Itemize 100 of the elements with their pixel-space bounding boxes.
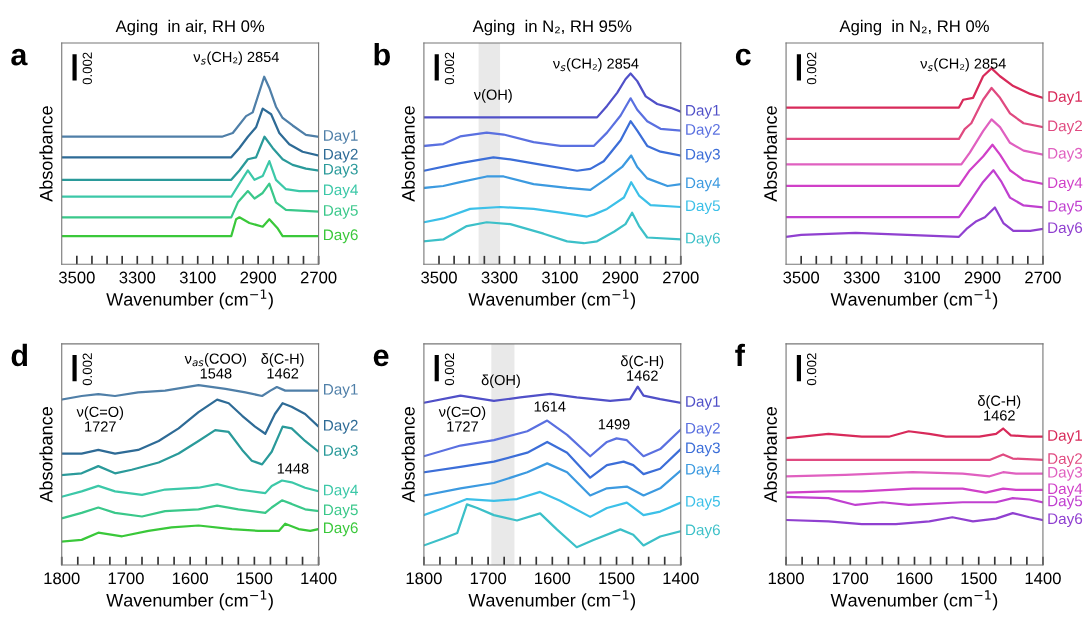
x-tick-label: 2700: [663, 271, 699, 284]
series-label: Day1: [324, 384, 358, 398]
x-tick-label: 1400: [1025, 572, 1061, 585]
series-label: Day6: [324, 229, 358, 244]
x-tick-label: 3100: [179, 271, 216, 284]
series-label: Day2: [324, 419, 358, 434]
series-label: Day6: [686, 232, 720, 247]
annotation: 1499: [598, 419, 630, 430]
x-tick-label: 3300: [119, 271, 156, 284]
chart-title: Aging in N₂, RH 0%: [839, 19, 989, 36]
x-tick-label: 1800: [406, 572, 442, 585]
series-label: Day1: [686, 105, 720, 119]
annotation: ν(C=O) 1727: [76, 406, 124, 432]
text: b: [374, 42, 390, 66]
x-tick-label: 2700: [1025, 271, 1061, 284]
x-axis-title: Wavenumber (cm$^{−1}$): [468, 289, 636, 310]
chart-title: Aging in air, RH 0%: [115, 19, 265, 36]
text: δ(C-H) 1462: [620, 355, 664, 381]
y-axis-title: Absorbance: [39, 106, 53, 202]
x-axis-title: Wavenumber (cm$^{−1}$): [106, 590, 273, 611]
series-label: Day4: [686, 463, 721, 478]
x-tick-label: 3500: [783, 271, 820, 284]
series-label: Day5: [686, 496, 720, 510]
series-label: Day5: [324, 504, 358, 519]
text: ν$_{s}$(CH₂) 2854: [193, 51, 279, 65]
x-tick-label: 3500: [58, 271, 95, 284]
series-label: Day4: [1048, 483, 1083, 498]
series-label: Day3: [1048, 147, 1083, 162]
x-tick-label: 1500: [237, 572, 273, 585]
text: ν$_{s}$(CH₂) 2854: [552, 58, 639, 72]
y-axis-title: Absorbance: [39, 407, 53, 503]
y-axis-title: Absorbance: [401, 407, 415, 503]
text: δ(C-H) 1462: [978, 395, 1021, 421]
series-label: Day2: [324, 148, 358, 163]
text: 0.002: [82, 353, 92, 386]
series-label: Day6: [686, 524, 720, 539]
text: d: [11, 343, 28, 367]
series-label: Day1: [324, 130, 358, 144]
series-label: Day3: [686, 442, 720, 457]
x-tick-label: 2900: [964, 271, 1001, 284]
series-label: Day3: [1048, 466, 1083, 481]
series-label: Day5: [324, 205, 358, 219]
text: 0.002: [806, 353, 817, 386]
series-label: Day2: [686, 123, 720, 138]
x-tick-label: 3100: [541, 271, 578, 284]
text: ν$_{as}$(COO) 1548: [184, 353, 247, 379]
series-label: Day6: [324, 522, 358, 537]
x-tick-label: 1400: [301, 572, 337, 585]
x-tick-label: 3300: [481, 271, 518, 284]
text: c: [735, 48, 751, 66]
series-label: Day3: [686, 148, 720, 163]
x-tick-label: 2900: [602, 271, 639, 284]
x-tick-label: 3100: [904, 271, 940, 284]
text: f: [735, 343, 745, 366]
series-label: Day5: [1048, 200, 1083, 215]
x-tick-label: 3500: [421, 271, 457, 284]
x-axis-title: Wavenumber (cm$^{−1}$): [106, 289, 273, 310]
annotation: 0.002: [444, 52, 455, 85]
x-tick-label: 1800: [768, 572, 804, 585]
series-label: Day2: [1048, 120, 1082, 135]
series-label: Day3: [324, 163, 358, 178]
annotation: ν(C=O) 1727: [438, 406, 486, 432]
series-label: Day4: [1048, 177, 1083, 192]
y-axis-title: Absorbance: [763, 407, 777, 503]
x-axis-title: Wavenumber (cm$^{−1}$): [830, 590, 998, 611]
series-label: Day6: [1048, 222, 1083, 237]
series-label: Day4: [324, 184, 358, 199]
chart-title: Aging in N₂, RH 95%: [472, 19, 632, 36]
x-tick-label: 1700: [108, 572, 144, 585]
x-tick-label: 1700: [470, 572, 506, 585]
text: e: [373, 349, 389, 367]
x-tick-label: 3300: [843, 271, 880, 284]
series-label: Day3: [324, 445, 358, 459]
x-tick-label: 1500: [961, 572, 997, 585]
annotation: 1448: [277, 463, 309, 474]
x-axis-title: Wavenumber (cm$^{−1}$): [468, 590, 636, 611]
text: δ(C-H) 1462: [261, 353, 304, 379]
x-tick-label: 1500: [599, 572, 635, 585]
y-axis-title: Absorbance: [763, 106, 777, 202]
series-label: Day4: [324, 484, 358, 499]
x-tick-label: 1700: [833, 572, 869, 585]
y-axis-title: Absorbance: [401, 106, 415, 202]
series-label: Day5: [1048, 495, 1083, 510]
x-tick-label: 1600: [535, 572, 571, 585]
series-label: Day1: [1048, 430, 1083, 444]
series-label: Day1: [686, 396, 720, 410]
series-label: Day2: [1048, 453, 1082, 468]
annotation: 0.002: [82, 52, 92, 85]
x-axis-title: Wavenumber (cm$^{−1}$): [830, 289, 998, 310]
annotation: ν(OH): [473, 89, 512, 103]
series-label: Day4: [686, 177, 721, 192]
x-tick-label: 1800: [44, 572, 80, 585]
annotation: ν$_{s}$(CH₂) 2854: [920, 58, 1006, 72]
annotation: 1614: [534, 401, 566, 412]
x-tick-label: 1600: [172, 572, 209, 585]
series-label: Day5: [686, 200, 720, 215]
x-tick-label: 2900: [240, 271, 277, 284]
x-tick-label: 1400: [663, 572, 699, 585]
text: a: [11, 48, 28, 66]
series-label: Day2: [686, 422, 720, 437]
